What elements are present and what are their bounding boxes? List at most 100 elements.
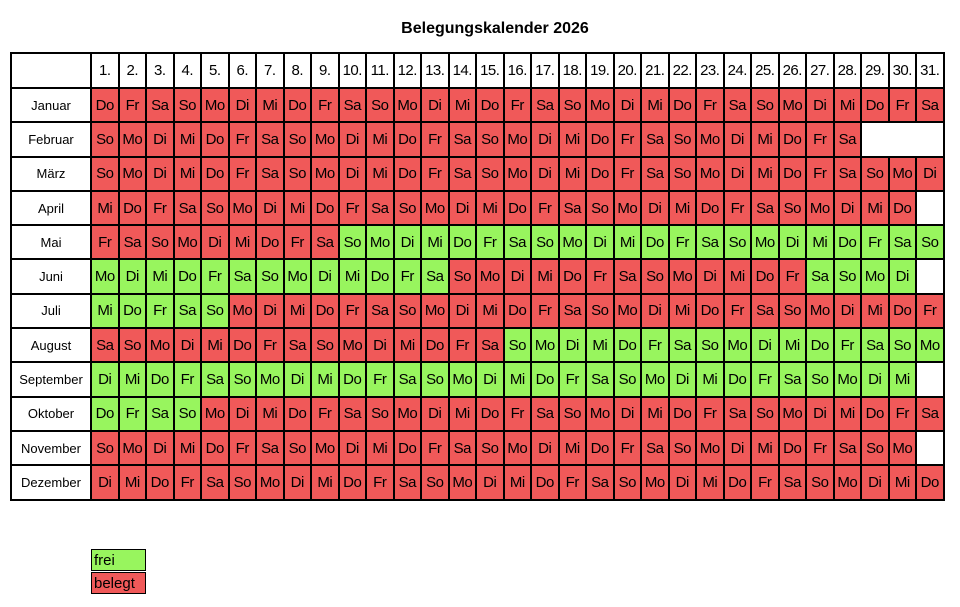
day-cell[interactable]: Mi bbox=[612, 224, 642, 261]
day-cell[interactable]: Di bbox=[640, 292, 670, 330]
day-cell[interactable]: So bbox=[667, 155, 697, 192]
day-cell[interactable]: Mo bbox=[612, 189, 642, 227]
day-cell[interactable]: So bbox=[805, 361, 835, 398]
day-cell[interactable]: Mo bbox=[640, 361, 670, 398]
day-cell[interactable]: Fr bbox=[832, 327, 862, 364]
day-cell[interactable]: Sa bbox=[310, 224, 340, 261]
day-cell[interactable]: Fr bbox=[585, 258, 615, 295]
day-cell[interactable]: Mo bbox=[145, 327, 175, 364]
day-cell[interactable]: Fr bbox=[530, 189, 560, 227]
day-cell[interactable]: Fr bbox=[117, 395, 147, 432]
day-cell[interactable]: Fr bbox=[337, 189, 367, 227]
day-cell[interactable]: Di bbox=[420, 86, 450, 124]
day-cell[interactable]: So bbox=[282, 155, 312, 192]
day-cell[interactable]: Mi bbox=[585, 327, 615, 364]
day-cell[interactable]: Di bbox=[172, 327, 202, 364]
day-cell[interactable]: Do bbox=[172, 258, 202, 295]
day-cell[interactable]: Mo bbox=[117, 121, 147, 158]
day-cell[interactable]: Fr bbox=[365, 464, 395, 501]
day-cell[interactable]: Mo bbox=[392, 395, 422, 432]
day-cell[interactable]: Do bbox=[365, 258, 395, 295]
day-cell[interactable]: Do bbox=[255, 224, 285, 261]
day-cell[interactable]: Do bbox=[805, 327, 835, 364]
day-cell[interactable]: Di bbox=[832, 189, 862, 227]
day-cell[interactable]: So bbox=[145, 224, 175, 261]
day-cell[interactable]: Do bbox=[145, 361, 175, 398]
day-cell[interactable]: Do bbox=[777, 155, 807, 192]
day-cell[interactable]: So bbox=[90, 155, 120, 192]
day-cell[interactable]: Fr bbox=[475, 224, 505, 261]
day-cell[interactable]: Di bbox=[337, 121, 367, 158]
day-cell[interactable]: Do bbox=[612, 327, 642, 364]
day-cell[interactable]: So bbox=[117, 327, 147, 364]
day-cell[interactable]: Mi bbox=[365, 155, 395, 192]
day-cell[interactable]: Mi bbox=[860, 292, 890, 330]
day-cell[interactable]: Fr bbox=[392, 258, 422, 295]
day-cell[interactable]: Mo bbox=[612, 292, 642, 330]
day-cell[interactable]: Mi bbox=[172, 429, 202, 467]
day-cell[interactable]: Mi bbox=[392, 327, 422, 364]
day-cell[interactable]: Sa bbox=[172, 189, 202, 227]
day-cell[interactable]: Mo bbox=[227, 189, 257, 227]
day-cell[interactable]: Fr bbox=[915, 292, 945, 330]
day-cell[interactable]: Mo bbox=[585, 86, 615, 124]
day-cell[interactable]: Sa bbox=[255, 155, 285, 192]
day-cell[interactable]: Fr bbox=[887, 395, 917, 432]
day-cell[interactable]: Fr bbox=[777, 258, 807, 295]
day-cell[interactable]: Di bbox=[447, 189, 477, 227]
day-cell[interactable]: Mi bbox=[502, 361, 532, 398]
day-cell[interactable]: Fr bbox=[805, 121, 835, 158]
day-cell[interactable]: So bbox=[695, 327, 725, 364]
day-cell[interactable]: Mi bbox=[145, 258, 175, 295]
day-cell[interactable]: So bbox=[200, 189, 230, 227]
day-cell[interactable]: Di bbox=[420, 395, 450, 432]
day-cell[interactable]: So bbox=[475, 155, 505, 192]
day-cell[interactable]: Mo bbox=[117, 155, 147, 192]
day-cell[interactable]: Di bbox=[145, 121, 175, 158]
day-cell[interactable]: Fr bbox=[420, 121, 450, 158]
day-cell[interactable]: So bbox=[337, 224, 367, 261]
day-cell[interactable]: So bbox=[860, 429, 890, 467]
day-cell[interactable]: Fr bbox=[530, 292, 560, 330]
day-cell[interactable]: Sa bbox=[117, 224, 147, 261]
day-cell[interactable]: Fr bbox=[255, 327, 285, 364]
day-cell[interactable]: So bbox=[612, 361, 642, 398]
day-cell[interactable]: Do bbox=[777, 429, 807, 467]
day-cell[interactable]: Do bbox=[475, 395, 505, 432]
day-cell[interactable]: Di bbox=[530, 121, 560, 158]
day-cell[interactable]: Mi bbox=[310, 464, 340, 501]
day-cell[interactable]: So bbox=[640, 258, 670, 295]
day-cell[interactable]: Di bbox=[337, 429, 367, 467]
day-cell[interactable]: Di bbox=[365, 327, 395, 364]
day-cell[interactable]: Do bbox=[502, 189, 532, 227]
day-cell[interactable]: Mi bbox=[860, 189, 890, 227]
day-cell[interactable]: Do bbox=[530, 361, 560, 398]
day-cell[interactable]: Mo bbox=[172, 224, 202, 261]
day-cell[interactable]: Do bbox=[420, 327, 450, 364]
day-cell[interactable]: So bbox=[585, 292, 615, 330]
day-cell[interactable]: Do bbox=[90, 86, 120, 124]
day-cell[interactable]: Sa bbox=[145, 86, 175, 124]
day-cell[interactable]: Mi bbox=[557, 121, 587, 158]
day-cell[interactable]: Do bbox=[887, 292, 917, 330]
day-cell[interactable]: Fr bbox=[750, 464, 780, 501]
day-cell[interactable]: Sa bbox=[447, 121, 477, 158]
day-cell[interactable]: Sa bbox=[750, 189, 780, 227]
day-cell[interactable]: Sa bbox=[557, 292, 587, 330]
day-cell[interactable]: So bbox=[420, 464, 450, 501]
day-cell[interactable]: Fr bbox=[200, 258, 230, 295]
day-cell[interactable]: Mi bbox=[200, 327, 230, 364]
day-cell[interactable]: So bbox=[887, 327, 917, 364]
day-cell[interactable]: Di bbox=[860, 464, 890, 501]
day-cell[interactable]: Sa bbox=[530, 395, 560, 432]
day-cell[interactable]: Do bbox=[750, 258, 780, 295]
day-cell[interactable]: Fr bbox=[887, 86, 917, 124]
day-cell[interactable]: Do bbox=[337, 361, 367, 398]
day-cell[interactable]: Di bbox=[227, 86, 257, 124]
day-cell[interactable]: Do bbox=[227, 327, 257, 364]
day-cell[interactable]: Do bbox=[447, 224, 477, 261]
day-cell[interactable]: Sa bbox=[805, 258, 835, 295]
day-cell[interactable]: Do bbox=[475, 86, 505, 124]
day-cell[interactable]: Mo bbox=[337, 327, 367, 364]
day-cell[interactable]: Mi bbox=[447, 395, 477, 432]
